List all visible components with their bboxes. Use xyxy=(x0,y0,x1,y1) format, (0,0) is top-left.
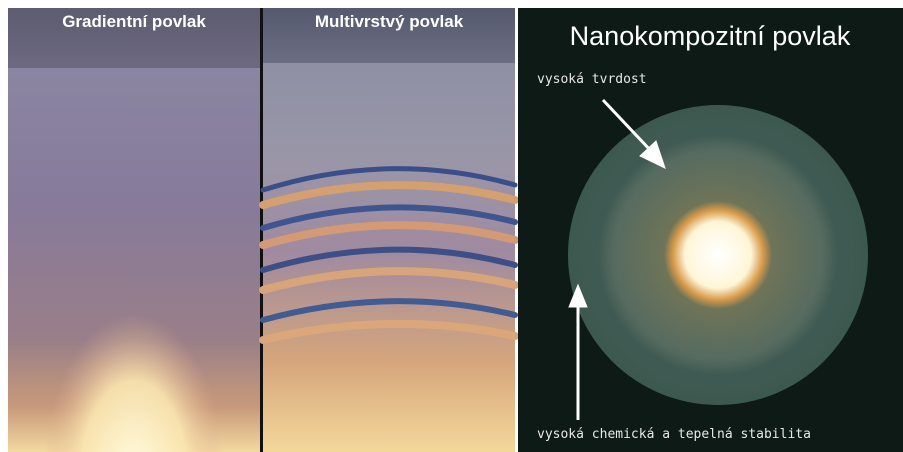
panel-gradient: Gradientní povlak xyxy=(8,8,260,452)
speckled-edge xyxy=(263,8,515,63)
panel-multilayer: Multivrstvý povlak xyxy=(259,8,519,452)
arrows xyxy=(568,98,666,420)
panel-title: Gradientní povlak xyxy=(62,12,206,31)
interference-fringes xyxy=(259,166,519,344)
annotation: vysoká tvrdost xyxy=(537,72,647,87)
annotation: vysoká chemická a tepelná stabilita xyxy=(537,427,811,442)
bright-spot xyxy=(8,8,260,452)
speckled-edge xyxy=(8,8,260,68)
coating-spot xyxy=(568,105,868,405)
panel-title: Nanokompozitní povlak xyxy=(570,21,851,51)
panel-title: Multivrstvý povlak xyxy=(315,12,464,31)
panel-nanocomposite: Nanokompozitní povlak vysoká tvrdost vys… xyxy=(518,8,903,452)
